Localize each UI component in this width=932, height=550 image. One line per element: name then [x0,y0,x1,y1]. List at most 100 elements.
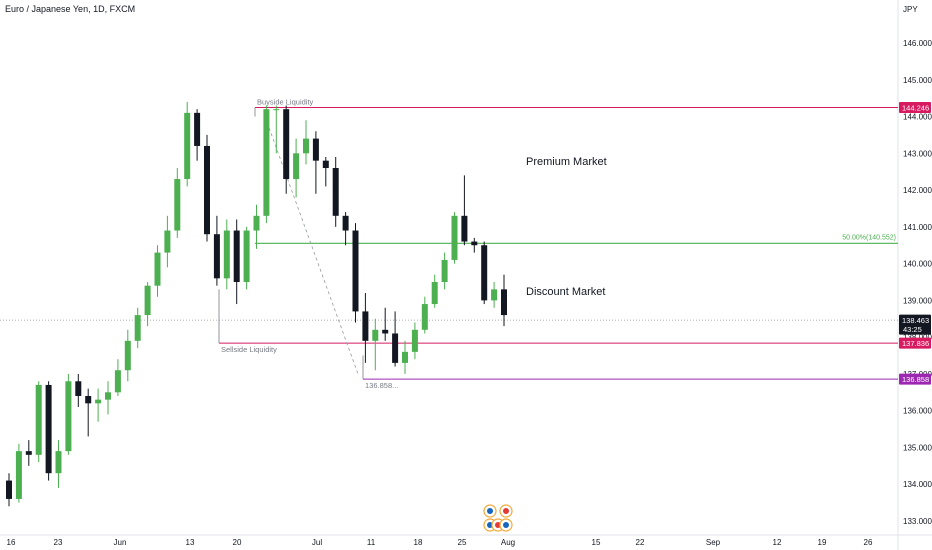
candle-body[interactable] [204,145,210,235]
candle-body[interactable] [85,395,92,404]
candle-body[interactable] [322,160,329,169]
candle-body[interactable] [124,340,131,371]
date-tick-label: 18 [414,538,423,547]
candle-body[interactable] [223,230,230,279]
candle-body[interactable] [154,252,161,286]
price-tick-label: 142.000 [903,186,932,195]
price-tick-label: 140.000 [903,260,932,269]
candle-body[interactable] [501,289,507,316]
event-flag-icon [487,508,493,514]
date-tick-label: 22 [636,538,645,547]
price-tick-label: 138.000 [903,333,932,342]
candle-body[interactable] [233,230,240,282]
candle-body[interactable] [332,168,339,216]
candle-body[interactable] [451,215,458,260]
date-tick-label: 13 [186,538,195,547]
currency-label: JPY [903,5,918,14]
price-tick-label: 145.000 [903,76,932,85]
symbol-title: Euro / Japanese Yen, 1D, FXCM [5,4,136,14]
candle-body[interactable] [105,392,111,400]
candle-body[interactable] [243,230,250,282]
candle-body[interactable] [342,215,349,231]
date-tick-label: Aug [501,538,515,547]
event-flag-icon [495,522,501,528]
candle-body[interactable] [312,138,319,161]
candle-body[interactable] [184,112,191,180]
date-tick-label: 11 [367,538,376,547]
date-tick-label: 16 [7,538,16,547]
candle-body[interactable] [213,234,220,279]
event-flag-icon [503,508,509,514]
price-tick-label: 146.000 [903,39,932,48]
low-badge-label: 136.858 [902,375,929,384]
date-tick-label: 15 [592,538,601,547]
candle-body[interactable] [6,480,12,499]
date-tick-label: 20 [233,538,242,547]
candle-body[interactable] [65,381,72,452]
candle-body[interactable] [382,329,389,334]
candle-body[interactable] [194,112,201,146]
candle-body[interactable] [372,329,379,341]
candle-body[interactable] [75,381,82,396]
buyside-liquidity-label: Buyside Liquidity [257,97,314,106]
candle-body[interactable] [392,333,399,363]
candle-body[interactable] [45,384,52,474]
candle-body[interactable] [114,370,121,393]
date-tick-label: 12 [773,538,782,547]
date-tick-label: 23 [54,538,63,547]
candle-body[interactable] [481,245,488,301]
date-tick-label: 19 [818,538,827,547]
price-tick-label: 136.000 [903,407,932,416]
candle-body[interactable] [263,109,270,216]
candle-body[interactable] [174,179,181,231]
candle-body[interactable] [402,351,408,363]
candle-body[interactable] [164,230,171,253]
price-tick-label: 139.000 [903,296,932,305]
event-flag-icon [487,522,493,528]
low-level-label: 136.858... [365,381,398,390]
premium-market-label: Premium Market [526,156,607,168]
candle-body[interactable] [283,109,290,180]
candle-body[interactable] [273,109,280,111]
date-tick-label: 26 [864,538,873,547]
candle-body[interactable] [35,384,42,455]
candle-body[interactable] [461,215,468,242]
candle-body[interactable] [144,285,151,316]
candle-body[interactable] [95,399,102,404]
price-tick-label: 133.000 [903,517,932,526]
candle-body[interactable] [471,241,478,246]
candle-body[interactable] [441,259,448,282]
current-price-badge [899,314,931,335]
candle-body[interactable] [55,451,62,474]
candle-body[interactable] [253,215,260,231]
candle-body[interactable] [352,230,359,312]
sellside-liquidity-label: Sellside Liquidity [221,345,277,354]
candle-body[interactable] [303,138,309,154]
fib-50-label: 50.00%(140.552) [842,234,896,241]
date-tick-label: Jul [312,538,322,547]
candle-body[interactable] [491,289,498,301]
candle-body[interactable] [362,311,369,341]
candle-body[interactable] [25,451,32,455]
candle-body[interactable] [293,153,300,180]
candle-body[interactable] [421,304,428,330]
candle-body[interactable] [134,315,141,341]
buyside-badge-label: 144.246 [902,103,929,112]
date-tick-label: 25 [458,538,467,547]
current-price-badge-label: 138.463 [902,316,929,325]
sellside-badge [899,337,931,349]
price-tick-label: 135.000 [903,443,932,452]
date-tick-label: Jun [114,538,127,547]
discount-market-label: Discount Market [526,286,605,298]
candle-body[interactable] [15,451,22,499]
low-badge [899,373,931,385]
price-tick-label: 144.000 [903,113,932,122]
candle-body[interactable] [431,282,438,305]
price-tick-label: 141.000 [903,223,932,232]
buyside-badge [899,101,931,113]
event-flag-icon [503,522,509,528]
sellside-badge-label: 137.836 [902,339,929,348]
candle-body[interactable] [411,329,418,352]
